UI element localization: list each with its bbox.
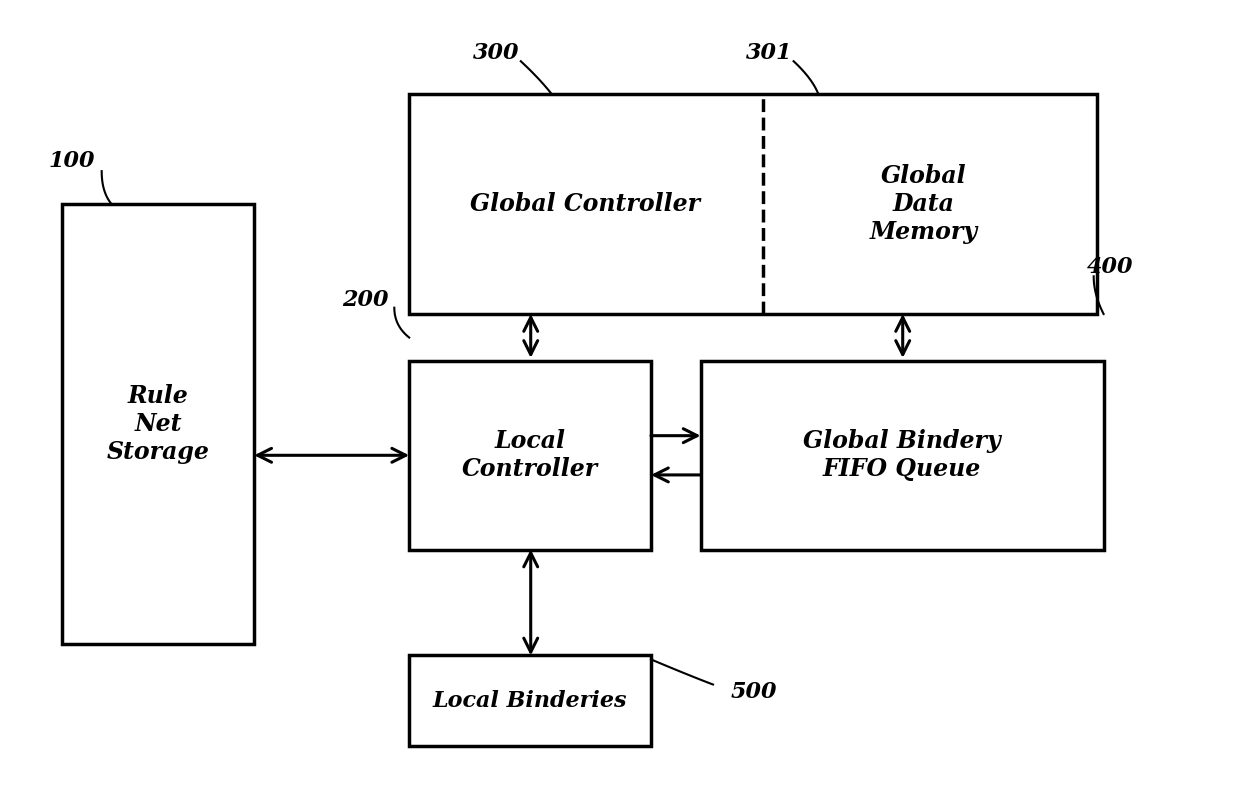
Text: Rule
Net
Storage: Rule Net Storage (107, 384, 210, 464)
Text: 300: 300 (472, 42, 520, 64)
Text: 500: 500 (730, 681, 777, 703)
Text: Global Bindery
FIFO Queue: Global Bindery FIFO Queue (804, 429, 1001, 481)
Text: Global Controller: Global Controller (470, 192, 701, 216)
Text: 400: 400 (1086, 256, 1133, 278)
Bar (701, 361, 1104, 550)
Text: 301: 301 (745, 42, 792, 64)
Bar (409, 655, 651, 746)
Text: 200: 200 (342, 289, 389, 311)
Text: Global
Data
Memory: Global Data Memory (869, 164, 978, 244)
Bar (409, 94, 1097, 314)
Text: Local
Controller: Local Controller (463, 429, 598, 481)
Text: Local Binderies: Local Binderies (433, 689, 627, 712)
Text: 100: 100 (48, 150, 95, 172)
Bar (409, 361, 651, 550)
Bar (62, 204, 254, 644)
